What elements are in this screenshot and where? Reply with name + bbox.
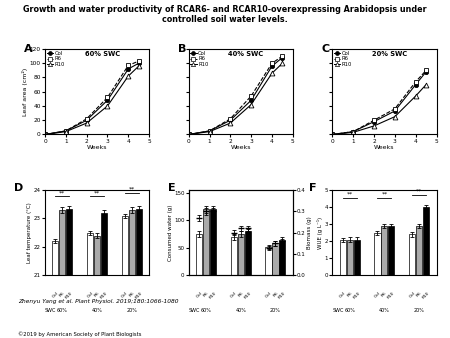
Text: 20% SWC: 20% SWC [372,51,407,57]
Text: **: ** [129,187,135,192]
Text: Col: Col [52,291,59,298]
Text: 20%: 20% [270,308,281,313]
Text: Col: Col [339,291,347,298]
Text: R6: R6 [272,291,279,298]
Bar [210,209,216,275]
Text: 60% SWC: 60% SWC [85,51,120,57]
Text: 40% SWC: 40% SWC [229,51,264,57]
Text: Zhenyu Yang et al. Plant Physiol. 2019;180:1066-1080: Zhenyu Yang et al. Plant Physiol. 2019;1… [18,299,179,304]
Bar [238,234,244,275]
Legend: Col, R6, R10: Col, R6, R10 [46,50,65,68]
Text: Col: Col [265,291,272,298]
Text: R6: R6 [416,291,423,298]
Bar [196,234,202,275]
Text: Col: Col [230,291,238,298]
Bar [409,235,415,275]
Text: R10: R10 [134,291,143,300]
Text: **: ** [94,190,100,195]
Text: E: E [168,183,176,193]
Text: F: F [310,183,317,193]
Text: ©2019 by American Society of Plant Biologists: ©2019 by American Society of Plant Biolo… [18,331,141,337]
Text: R6: R6 [237,291,244,298]
Bar [374,233,381,275]
Text: Growth and water productivity of RCAR6- and RCAR10-overexpressing Arabidopsis un: Growth and water productivity of RCAR6- … [23,5,427,24]
Text: A: A [24,44,33,54]
Text: R10: R10 [208,291,217,300]
Text: R10: R10 [243,291,252,300]
X-axis label: Weeks: Weeks [374,145,395,150]
Text: D: D [14,183,23,193]
Bar [423,207,429,275]
Text: Col: Col [195,291,203,298]
Text: **: ** [381,191,387,196]
Text: R10: R10 [278,291,287,300]
Text: R10: R10 [352,291,361,300]
Bar [340,240,346,275]
Text: 60%: 60% [201,308,212,313]
Text: SWC: SWC [45,308,56,313]
Text: **: ** [416,189,422,194]
Bar [382,226,387,275]
Bar [122,216,128,275]
Bar [272,243,279,275]
Bar [101,213,107,275]
Text: **: ** [346,191,353,196]
Text: R6: R6 [346,291,353,298]
Text: R6: R6 [59,291,66,298]
Bar [279,240,285,275]
Bar [245,232,251,275]
Legend: Col, R6, R10: Col, R6, R10 [190,50,209,68]
Text: 40%: 40% [235,308,246,313]
X-axis label: Weeks: Weeks [230,145,251,150]
Text: R10: R10 [99,291,108,300]
Text: SWC: SWC [333,308,344,313]
Text: R10: R10 [65,291,74,300]
Text: B: B [178,44,187,54]
Text: R6: R6 [94,291,100,298]
Text: 20%: 20% [414,308,425,313]
Bar [346,240,353,275]
Bar [354,240,360,275]
Text: Col: Col [86,291,94,298]
Bar [129,210,135,275]
Bar [52,241,58,275]
Text: 60%: 60% [57,308,68,313]
Text: R6: R6 [202,291,210,298]
Text: 40%: 40% [379,308,390,313]
Bar [388,226,395,275]
Bar [266,247,271,275]
Bar [66,209,72,275]
Text: SWC: SWC [189,308,200,313]
Text: R10: R10 [422,291,431,300]
Text: R6: R6 [128,291,135,298]
Text: Col: Col [408,291,416,298]
X-axis label: Weeks: Weeks [87,145,107,150]
Bar [203,209,209,275]
Bar [416,226,422,275]
Text: 20%: 20% [126,308,137,313]
Text: Col: Col [121,291,129,298]
Legend: Col, R6, R10: Col, R6, R10 [333,50,353,68]
Text: R6: R6 [381,291,388,298]
Y-axis label: WUE (g L⁻¹): WUE (g L⁻¹) [317,217,323,249]
Y-axis label: Biomass (g): Biomass (g) [307,216,312,249]
Bar [135,209,142,275]
Y-axis label: Leaf area (cm²): Leaf area (cm²) [22,68,28,116]
Text: R10: R10 [387,291,396,300]
Bar [59,210,65,275]
Text: 60%: 60% [344,308,355,313]
Text: Col: Col [374,291,381,298]
Y-axis label: Consumed water (g): Consumed water (g) [168,204,173,261]
Text: C: C [322,44,330,54]
Bar [94,236,100,275]
Text: 40%: 40% [92,308,103,313]
Bar [87,233,93,275]
Text: **: ** [59,190,66,195]
Bar [231,237,237,275]
Y-axis label: Leaf temperature (°C): Leaf temperature (°C) [27,202,32,263]
